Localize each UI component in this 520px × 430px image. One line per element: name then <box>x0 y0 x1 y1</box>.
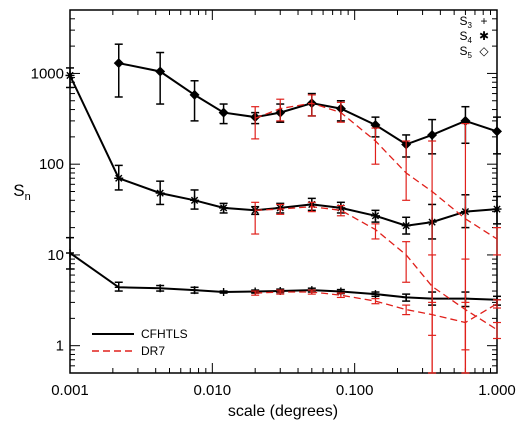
cfhtls-s5-point <box>492 126 502 137</box>
cfhtls-s5-series <box>113 43 502 158</box>
marker-key-s4-sub: 4 <box>468 36 473 45</box>
x-tick-label: 0.001 <box>51 382 89 399</box>
marker-key-s5-label: S <box>460 44 468 58</box>
cfhtls-s4-point <box>65 70 75 80</box>
cfhtls-s3-point <box>219 288 228 297</box>
marker-key-s3: S3 <box>460 14 473 30</box>
cfhtls-s3-line <box>69 252 498 301</box>
cfhtls-s5-point <box>218 107 229 118</box>
legend: CFHTLS DR7 <box>92 327 188 358</box>
marker-key-s5-sub: 5 <box>468 51 473 60</box>
marker-key-s5: S5 <box>460 44 473 60</box>
marker-key-s3-symbol: + <box>480 14 487 28</box>
dr7-s5-line <box>254 102 498 240</box>
dr7-s3-line <box>255 291 498 324</box>
marker-key-s3-label: S <box>460 14 468 28</box>
cfhtls-s4-point <box>219 203 229 213</box>
y-tick-label: 1000 <box>31 65 64 82</box>
x-tick-label: 1.000 <box>478 382 516 399</box>
y-tick-label: 10 <box>47 247 64 264</box>
cfhtls-s3-point <box>156 284 165 293</box>
dr7-s5-series <box>251 94 501 374</box>
y-tick-label: 100 <box>39 156 64 173</box>
cfhtls-s3-point <box>190 286 199 295</box>
cfhtls-s5-point <box>113 58 124 69</box>
legend-dr7-label: DR7 <box>141 344 165 358</box>
cfhtls-s3-point <box>402 293 411 302</box>
cfhtls-s3-point <box>114 283 123 292</box>
y-axis-label: Sn <box>13 181 30 203</box>
cfhtls-s5-point <box>189 89 200 100</box>
cfhtls-s3-point <box>371 290 380 299</box>
y-axis-label-sub: n <box>25 191 31 203</box>
marker-key-s4-label: S <box>460 29 468 43</box>
cfhtls-s5-point <box>155 66 166 77</box>
cfhtls-s4-point <box>114 173 124 183</box>
dr7-s4-line <box>255 206 498 331</box>
cfhtls-s4-point <box>401 221 411 231</box>
x-tick-label: 0.010 <box>194 382 232 399</box>
tick-labels: 0.001 0.010 0.100 1.000 1 10 100 1000 <box>31 65 516 399</box>
marker-key-s4: S4 <box>460 29 473 45</box>
marker-key: S3 + S4 ✱ S5 ◇ <box>460 14 490 60</box>
x-axis-label: scale (degrees) <box>228 403 338 420</box>
y-tick-label: 1 <box>56 338 64 355</box>
cfhtls-s3-series <box>66 236 501 308</box>
marker-key-s4-symbol: ✱ <box>479 29 489 43</box>
legend-cfhtls-label: CFHTLS <box>141 327 188 341</box>
cfhtls-s3-point <box>66 249 74 258</box>
x-tick-label: 0.100 <box>336 382 374 399</box>
cfhtls-s4-point <box>155 188 165 198</box>
marker-key-s3-sub: 3 <box>468 21 473 30</box>
cfhtls-s4-point <box>492 204 502 214</box>
cfhtls-s4-point <box>190 195 200 205</box>
y-axis-label-main: S <box>13 181 24 200</box>
series-layer <box>65 43 502 374</box>
cfhtls-s5-point <box>427 129 438 140</box>
marker-key-s5-symbol: ◇ <box>479 44 489 58</box>
cfhtls-s4-point <box>370 211 380 221</box>
